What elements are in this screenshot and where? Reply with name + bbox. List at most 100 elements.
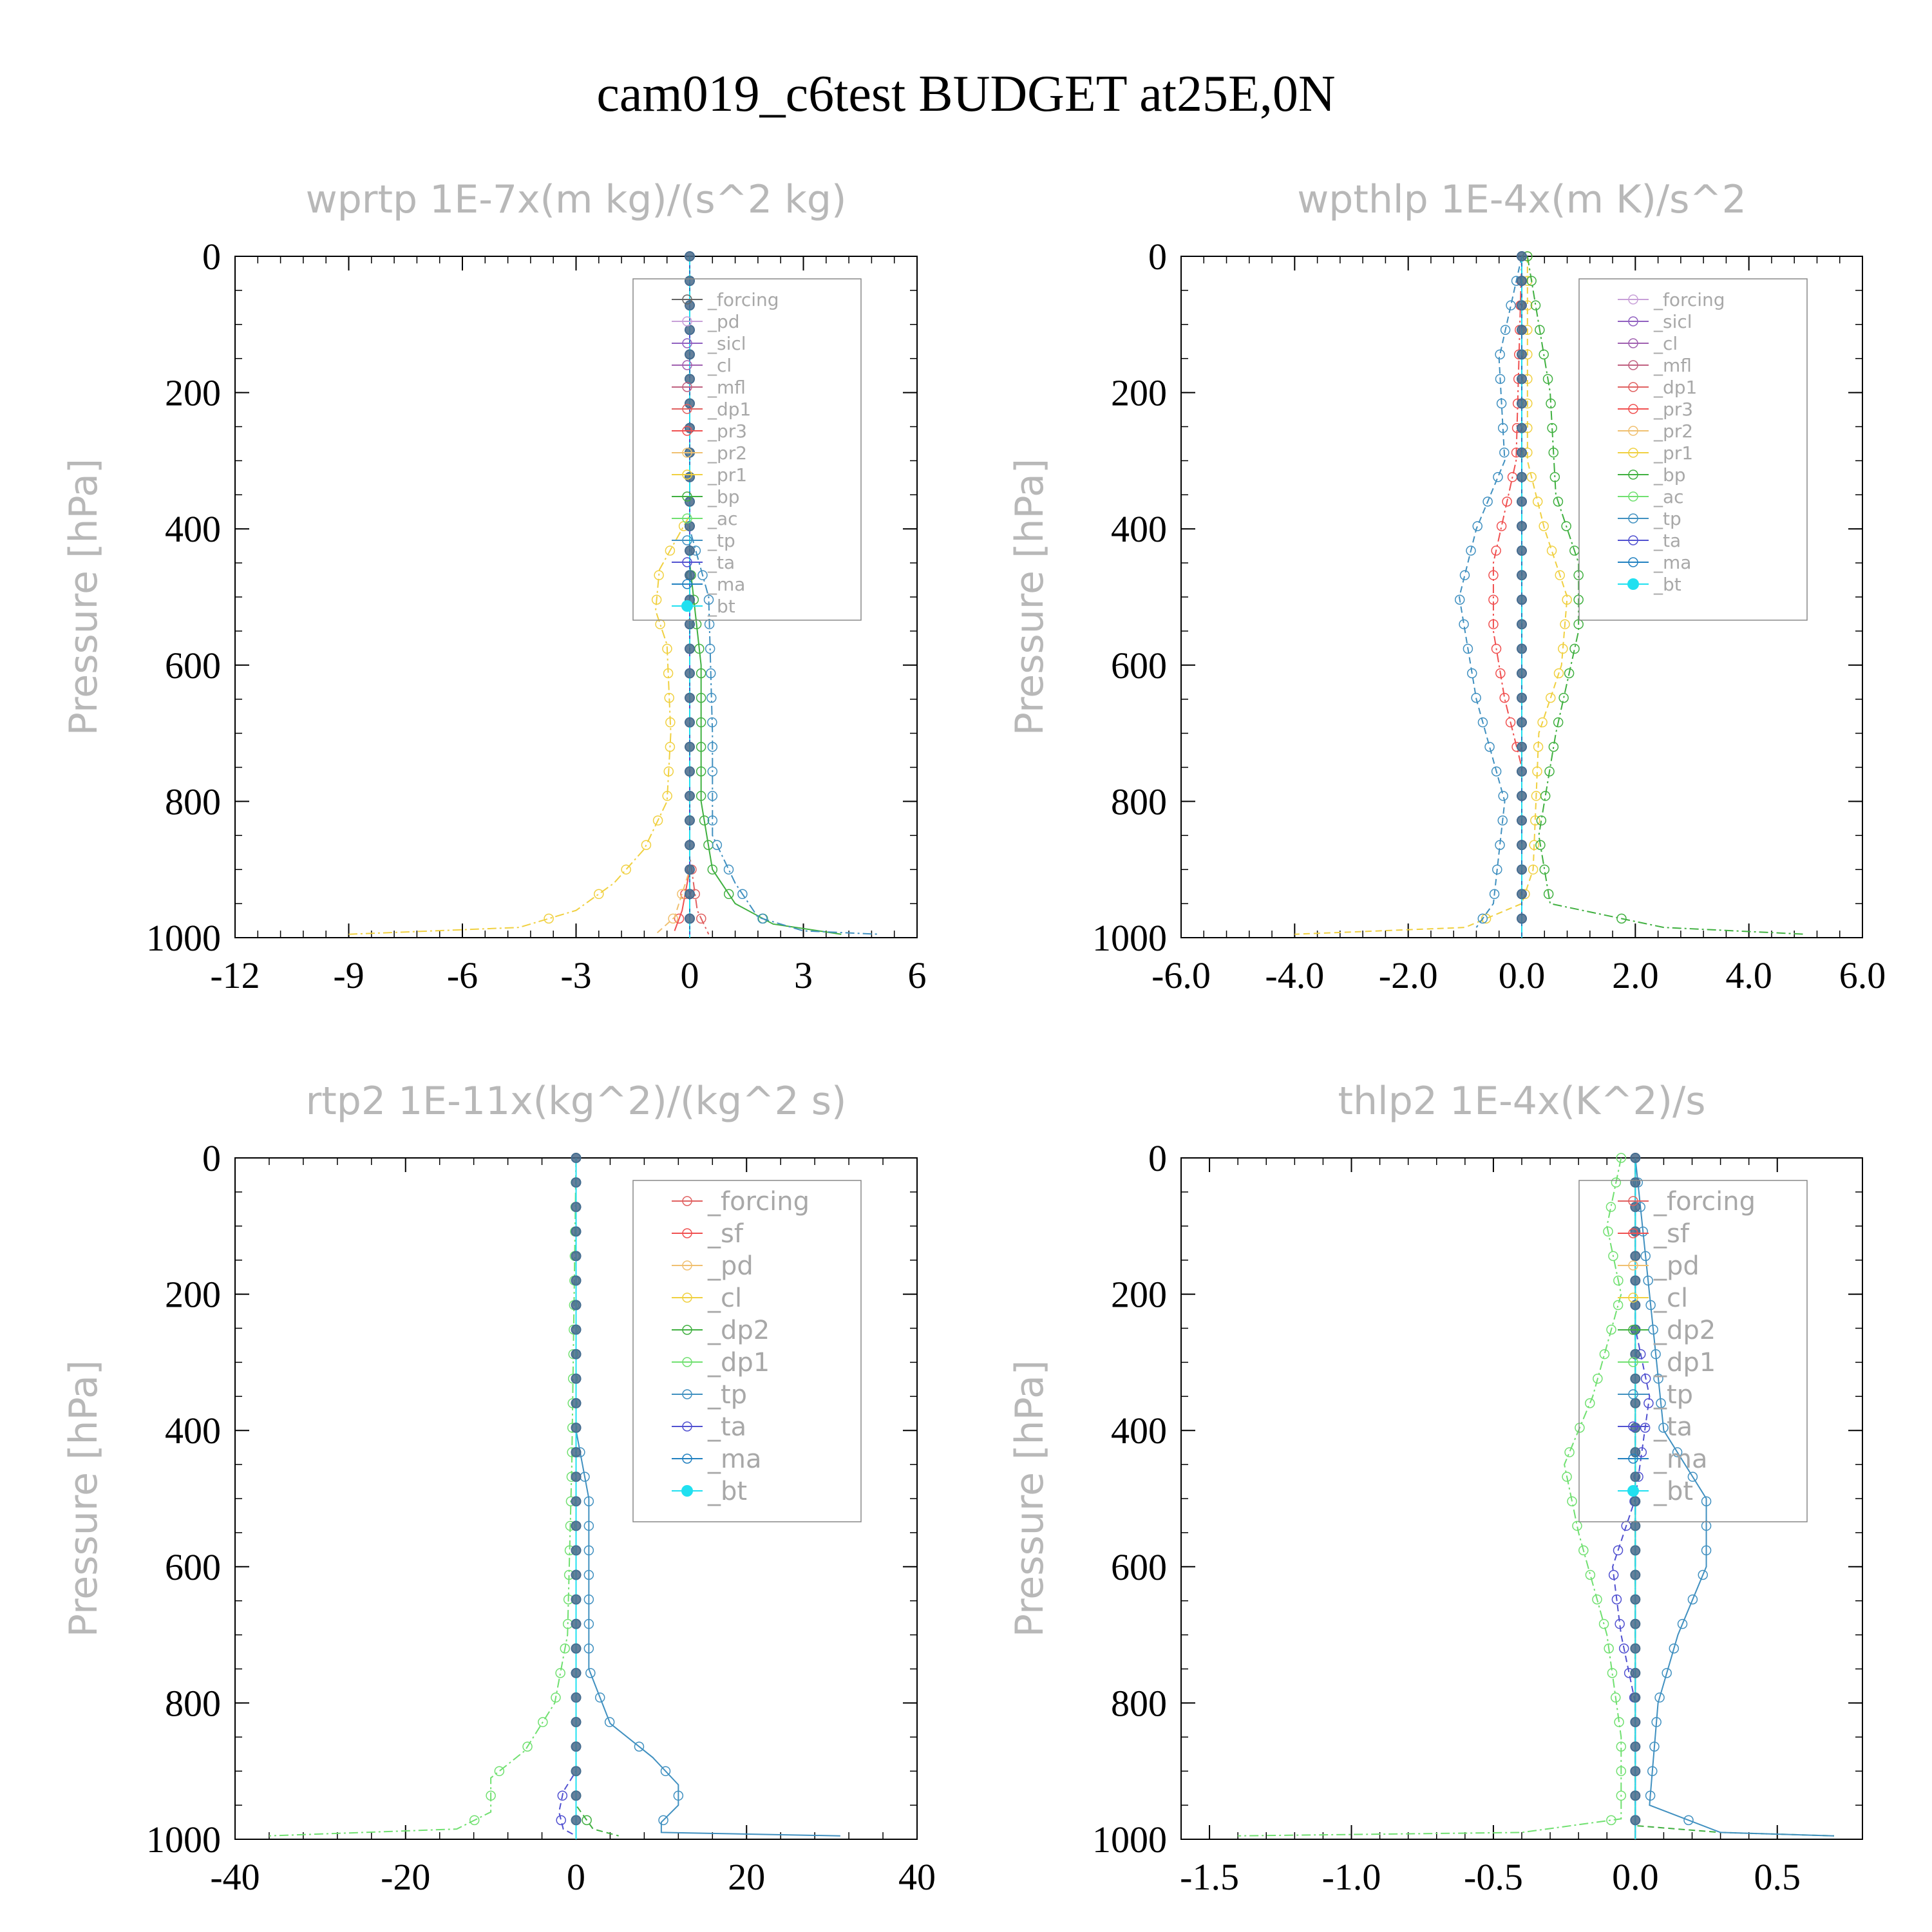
series-marker (696, 692, 706, 703)
legend-swatch-marker (682, 1196, 692, 1206)
series-marker (1562, 1472, 1572, 1482)
legend-label: _ac (1653, 486, 1684, 507)
series-marker (1517, 815, 1527, 826)
series-marker (560, 1643, 571, 1654)
series-line-tp (689, 256, 880, 935)
y-tick-label: 600 (1111, 1546, 1167, 1588)
series-marker (1630, 1790, 1641, 1801)
series-marker (696, 766, 706, 777)
series-marker (1498, 791, 1508, 801)
legend-swatch-marker (1628, 426, 1638, 436)
series-marker (757, 913, 768, 924)
series-marker (1603, 1226, 1613, 1237)
series-marker (1630, 1472, 1641, 1482)
y-tick-label: 400 (1111, 1410, 1167, 1452)
x-tick-label: 20 (728, 1856, 765, 1898)
series-marker (1578, 1545, 1589, 1556)
series-marker (685, 643, 695, 654)
chart-panel-1: wprtp 1E-7x(m kg)/(s^2 kg) Pressure [hPa]… (61, 177, 927, 996)
legend-swatch-marker (1628, 1228, 1638, 1238)
series-line-dp2 (575, 1158, 619, 1837)
legend-swatch-marker (682, 1389, 692, 1399)
y-tick-label: 0 (1148, 1137, 1167, 1179)
y-tick-label: 800 (1111, 1682, 1167, 1724)
series-marker (712, 840, 723, 850)
series-marker (1606, 1324, 1616, 1335)
series-marker (583, 1545, 594, 1556)
series-marker (685, 766, 695, 777)
series-marker (1517, 251, 1527, 261)
legend-swatch-marker (1627, 1485, 1639, 1497)
series-marker (699, 815, 710, 826)
legend: _forcing_pd_sicl_cl_mfl_dp1_pr3_pr2_pr1_… (632, 278, 862, 621)
legend-label: _dp2 (707, 1316, 770, 1345)
chart-panel-2: wpthlp 1E-4x(m K)/s^2 Pressure [hPa] 0 200 4… (1007, 177, 1886, 996)
series-marker (707, 717, 717, 728)
series-marker (583, 1496, 594, 1506)
legend: _forcing_sicl_cl_mfl_dp1_pr3_pr2_pr1_bp_… (1578, 278, 1808, 621)
legend-swatch-marker (1628, 360, 1638, 370)
series-marker (707, 766, 718, 777)
series-marker (1573, 570, 1584, 580)
series-marker (557, 1790, 568, 1801)
y-tick-label: 1000 (1092, 1819, 1167, 1861)
series-marker (1640, 1251, 1651, 1262)
series-marker (1491, 643, 1502, 654)
series-marker (662, 643, 672, 654)
legend-label: _tp (1653, 1380, 1693, 1410)
series-marker (1517, 471, 1527, 482)
series-marker (705, 643, 715, 654)
series-marker (1496, 398, 1507, 409)
series-marker (1517, 668, 1527, 679)
series-marker (1608, 1569, 1619, 1580)
series-marker (571, 1275, 582, 1286)
series-marker (1687, 1472, 1698, 1482)
chart-panel-3: rtp2 1E-11x(kg^2)/(kg^2 s) Pressure [hPa]… (61, 1079, 936, 1898)
legend-label: _ma (707, 574, 745, 595)
legend-label: _ta (707, 1412, 746, 1442)
legend-swatch-marker (682, 1454, 692, 1464)
series-marker (663, 668, 674, 679)
y-tick-label: 0 (202, 1137, 221, 1179)
series-marker (1482, 497, 1493, 507)
series-marker (1575, 1423, 1585, 1433)
legend-label: _tp (707, 530, 735, 551)
series-marker (1605, 1202, 1616, 1212)
series-marker (737, 889, 748, 900)
legend-swatch-marker (1628, 535, 1638, 545)
legend-swatch-marker (1628, 404, 1638, 414)
series-marker (1517, 692, 1527, 703)
series-marker (1495, 840, 1505, 850)
series-marker (571, 1643, 582, 1654)
legend-swatch-marker (1628, 491, 1638, 502)
plot-frame (234, 256, 918, 938)
series-marker (469, 1815, 480, 1826)
legend-swatch-marker (682, 1421, 692, 1432)
y-tick-label: 600 (1111, 645, 1167, 687)
legend-label: _ta (707, 552, 735, 573)
panel-title: rtp2 1E-11x(kg^2)/(kg^2 s) (306, 1079, 847, 1124)
series-marker (1640, 1423, 1651, 1433)
legend: _forcing_sf_pd_cl _dp2 _dp1_tp_ta_ma _bt (1578, 1180, 1808, 1522)
legend-swatch-marker (681, 600, 693, 612)
series-marker (1630, 1717, 1641, 1728)
legend-swatch-marker (1628, 1389, 1638, 1399)
legend-swatch-marker (1628, 1325, 1638, 1335)
series-marker (1543, 889, 1554, 900)
plot-frame (1180, 1157, 1863, 1840)
legend-swatch-marker (1628, 469, 1638, 480)
legend-swatch-marker (1627, 578, 1639, 590)
series-marker (571, 1202, 582, 1213)
y-tick-label: 400 (165, 1410, 221, 1452)
series-marker (582, 1815, 592, 1826)
series-line-tp (575, 1158, 840, 1837)
series-marker (1616, 1153, 1627, 1163)
series-marker (1548, 447, 1559, 458)
series-marker (696, 791, 706, 801)
legend-label: _pr2 (707, 442, 747, 464)
legend-swatch-marker (1628, 513, 1638, 524)
series-marker (665, 717, 676, 728)
legend-label: _bt (707, 1477, 747, 1506)
series-line-pr1 (348, 256, 690, 935)
series-marker (1459, 570, 1470, 580)
